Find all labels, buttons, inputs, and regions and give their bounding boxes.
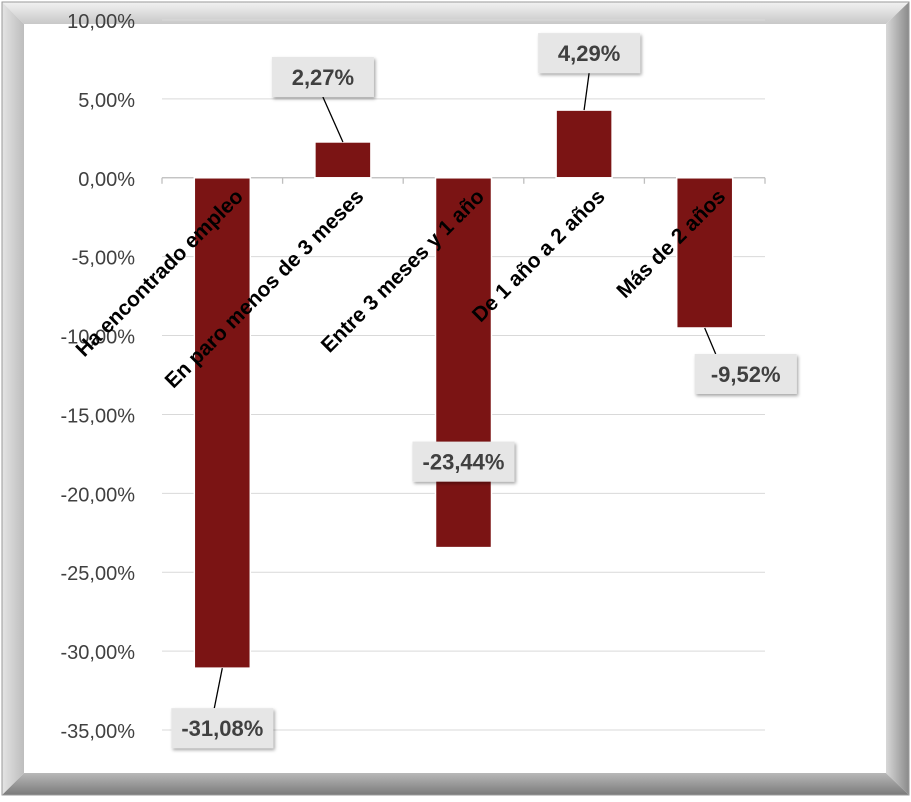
bar [314, 141, 372, 179]
bar [434, 177, 493, 549]
data-labels: -31,08% 2,27% -23,44% 4,29% -9,52% [171, 33, 797, 749]
data-label-box [171, 708, 274, 749]
y-tick-label: 0,00% [78, 169, 135, 191]
y-axis: 10,00% 5,00% 0,00% -5,00% -10,00% -15,00% -20,… [61, 11, 766, 743]
data-label-box [271, 56, 374, 97]
data-label-leader [704, 327, 717, 355]
y-tick-label: -30,00% [61, 642, 136, 664]
bar [555, 109, 613, 179]
y-tick-label: -35,00% [61, 721, 136, 743]
data-label-leader [322, 96, 344, 143]
data-label: -31,08% [181, 716, 263, 741]
y-tick-label: -5,00% [72, 248, 136, 270]
y-tick-label: 10,00% [67, 11, 135, 33]
bar [193, 177, 252, 669]
data-label: -9,52% [711, 362, 781, 387]
y-tick-label: -15,00% [61, 405, 136, 427]
data-label: 2,27% [292, 65, 354, 90]
y-tick-label: 5,00% [78, 90, 135, 112]
data-label-box [694, 353, 797, 394]
y-tick-label: -25,00% [61, 563, 136, 585]
bar [675, 177, 734, 329]
data-label-box [412, 441, 515, 482]
data-label-leader [583, 73, 590, 111]
data-label: 4,29% [558, 41, 620, 66]
y-tick-label: -20,00% [61, 484, 136, 506]
data-label-box [538, 33, 641, 74]
y-tick-label: -10,00% [61, 327, 136, 349]
data-label: -23,44% [423, 450, 505, 475]
bars [193, 109, 734, 669]
data-label-leader [213, 668, 223, 709]
